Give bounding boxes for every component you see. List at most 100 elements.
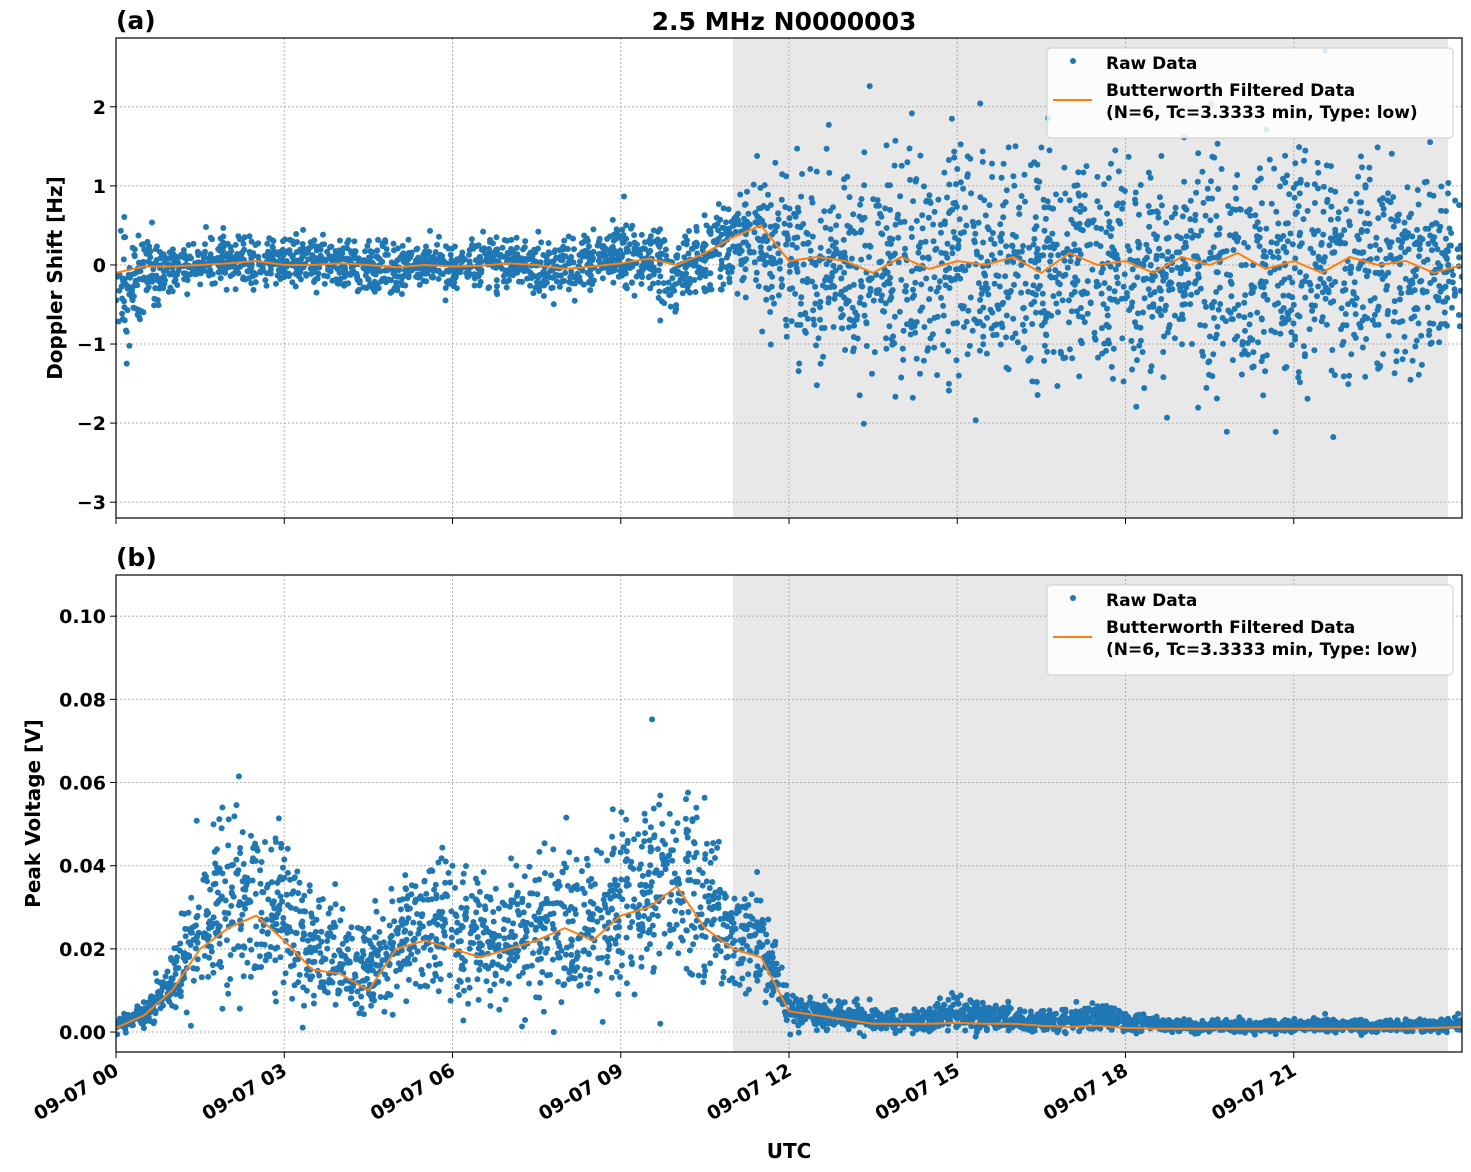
- raw-data-point: [194, 956, 201, 963]
- raw-data-point: [656, 872, 663, 879]
- raw-data-point: [536, 848, 543, 855]
- raw-data-point: [1179, 311, 1186, 318]
- raw-data-point: [1427, 139, 1434, 146]
- raw-data-point: [677, 899, 684, 906]
- raw-data-point: [291, 874, 298, 881]
- raw-data-point: [454, 919, 461, 926]
- raw-data-point: [1361, 220, 1368, 227]
- legend-filtered-label: Butterworth Filtered Data: [1106, 81, 1355, 101]
- raw-data-point: [1047, 252, 1054, 259]
- raw-data-point: [1148, 363, 1155, 370]
- raw-data-point: [548, 285, 555, 291]
- raw-data-point: [195, 904, 202, 911]
- raw-data-point: [769, 294, 776, 301]
- raw-data-point: [1204, 185, 1211, 192]
- raw-data-point: [568, 280, 575, 287]
- raw-data-point: [1236, 312, 1242, 319]
- raw-data-point: [185, 909, 192, 916]
- raw-data-point: [526, 980, 533, 987]
- raw-data-point: [373, 947, 380, 954]
- raw-data-point: [657, 792, 664, 799]
- raw-data-point: [1300, 343, 1307, 350]
- raw-data-point: [1284, 238, 1291, 245]
- raw-data-point: [619, 226, 626, 233]
- raw-data-point: [624, 903, 630, 910]
- raw-data-point: [746, 957, 753, 964]
- raw-data-point: [813, 382, 820, 389]
- raw-data-point: [982, 287, 989, 294]
- raw-data-point: [1097, 204, 1103, 211]
- raw-data-point: [1121, 188, 1128, 194]
- raw-data-point: [577, 258, 584, 265]
- raw-data-point: [1281, 319, 1288, 326]
- raw-data-point: [541, 269, 548, 276]
- raw-data-point: [1039, 290, 1046, 297]
- raw-data-point: [427, 946, 434, 953]
- raw-data-point: [477, 278, 484, 285]
- raw-data-point: [508, 955, 515, 962]
- raw-data-point: [1033, 250, 1040, 257]
- raw-data-point: [876, 202, 882, 209]
- raw-data-point: [506, 250, 513, 257]
- raw-data-point: [147, 254, 154, 261]
- raw-data-point: [232, 241, 239, 248]
- raw-data-point: [1296, 190, 1303, 197]
- raw-data-point: [414, 245, 421, 252]
- raw-data-point: [1141, 295, 1148, 302]
- raw-data-point: [962, 204, 968, 211]
- raw-data-point: [744, 188, 750, 195]
- raw-data-point: [1274, 248, 1281, 255]
- raw-data-point: [367, 254, 374, 260]
- raw-data-point: [625, 248, 632, 255]
- raw-data-point: [889, 341, 896, 348]
- raw-data-point: [638, 231, 645, 238]
- raw-data-point: [957, 179, 964, 186]
- raw-data-point: [383, 950, 390, 957]
- raw-data-point: [281, 270, 288, 277]
- raw-data-point: [468, 244, 475, 251]
- raw-data-point: [519, 969, 526, 976]
- raw-data-point: [121, 317, 128, 324]
- raw-data-point: [989, 160, 995, 167]
- raw-data-point: [171, 945, 178, 952]
- raw-data-point: [702, 266, 709, 273]
- raw-data-point: [831, 283, 838, 290]
- raw-data-point: [427, 227, 433, 234]
- raw-data-point: [222, 878, 229, 885]
- raw-data-point: [1108, 225, 1115, 232]
- raw-data-point: [519, 899, 526, 906]
- raw-data-point: [564, 882, 571, 889]
- raw-data-point: [480, 869, 487, 875]
- raw-data-point: [565, 286, 572, 293]
- raw-data-point: [705, 898, 712, 905]
- raw-data-point: [758, 249, 765, 256]
- raw-data-point: [543, 258, 550, 265]
- raw-data-point: [553, 254, 560, 261]
- raw-data-point: [962, 267, 969, 274]
- raw-data-point: [1214, 140, 1221, 147]
- raw-data-point: [1424, 304, 1431, 311]
- raw-data-point: [1411, 313, 1418, 320]
- raw-data-point: [508, 245, 515, 252]
- raw-data-point: [949, 244, 956, 251]
- raw-data-point: [1208, 178, 1214, 185]
- raw-data-point: [263, 916, 270, 923]
- raw-data-point: [454, 983, 461, 990]
- raw-data-point: [895, 211, 901, 218]
- raw-data-point: [252, 857, 259, 864]
- raw-data-point: [394, 930, 401, 937]
- raw-data-point: [856, 392, 863, 399]
- raw-data-point: [1050, 293, 1057, 300]
- raw-data-point: [468, 927, 475, 934]
- raw-data-point: [1391, 309, 1398, 315]
- raw-data-point: [1087, 300, 1094, 307]
- raw-data-point: [1098, 225, 1105, 232]
- raw-data-point: [368, 1002, 375, 1009]
- raw-data-point: [1247, 212, 1254, 219]
- raw-data-point: [935, 196, 942, 203]
- raw-data-point: [609, 906, 615, 913]
- raw-data-point: [1306, 279, 1313, 286]
- raw-data-point: [1358, 153, 1364, 160]
- raw-data-point: [457, 978, 464, 985]
- raw-data-point: [1348, 351, 1355, 358]
